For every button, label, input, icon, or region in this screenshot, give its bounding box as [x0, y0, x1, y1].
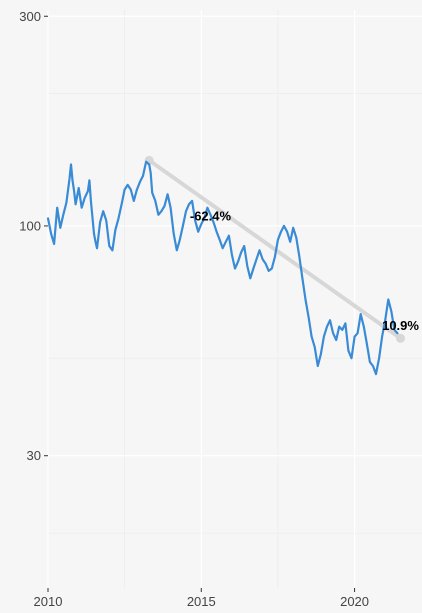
y-tick-label: 100: [19, 218, 41, 233]
y-tick-label: 30: [27, 448, 41, 463]
chart-axes: 2010 2015 2020 30 100 300: [19, 9, 369, 609]
trend-layer: [144, 155, 406, 343]
change-annotation: -62.4%: [190, 208, 232, 223]
change-annotation: 10.9%: [382, 318, 419, 333]
series-line: [46, 160, 399, 376]
y-tick-label: 300: [19, 9, 41, 24]
trend-line: [147, 158, 403, 341]
x-tick-label: 2010: [34, 594, 63, 609]
trend-end-point: [396, 333, 406, 343]
x-tick-label: 2015: [187, 594, 216, 609]
annotation-layer: -62.4% 10.9%: [190, 208, 420, 333]
series-layer: [46, 160, 399, 376]
chart-grid: [47, 10, 422, 588]
x-tick-label: 2020: [340, 594, 369, 609]
